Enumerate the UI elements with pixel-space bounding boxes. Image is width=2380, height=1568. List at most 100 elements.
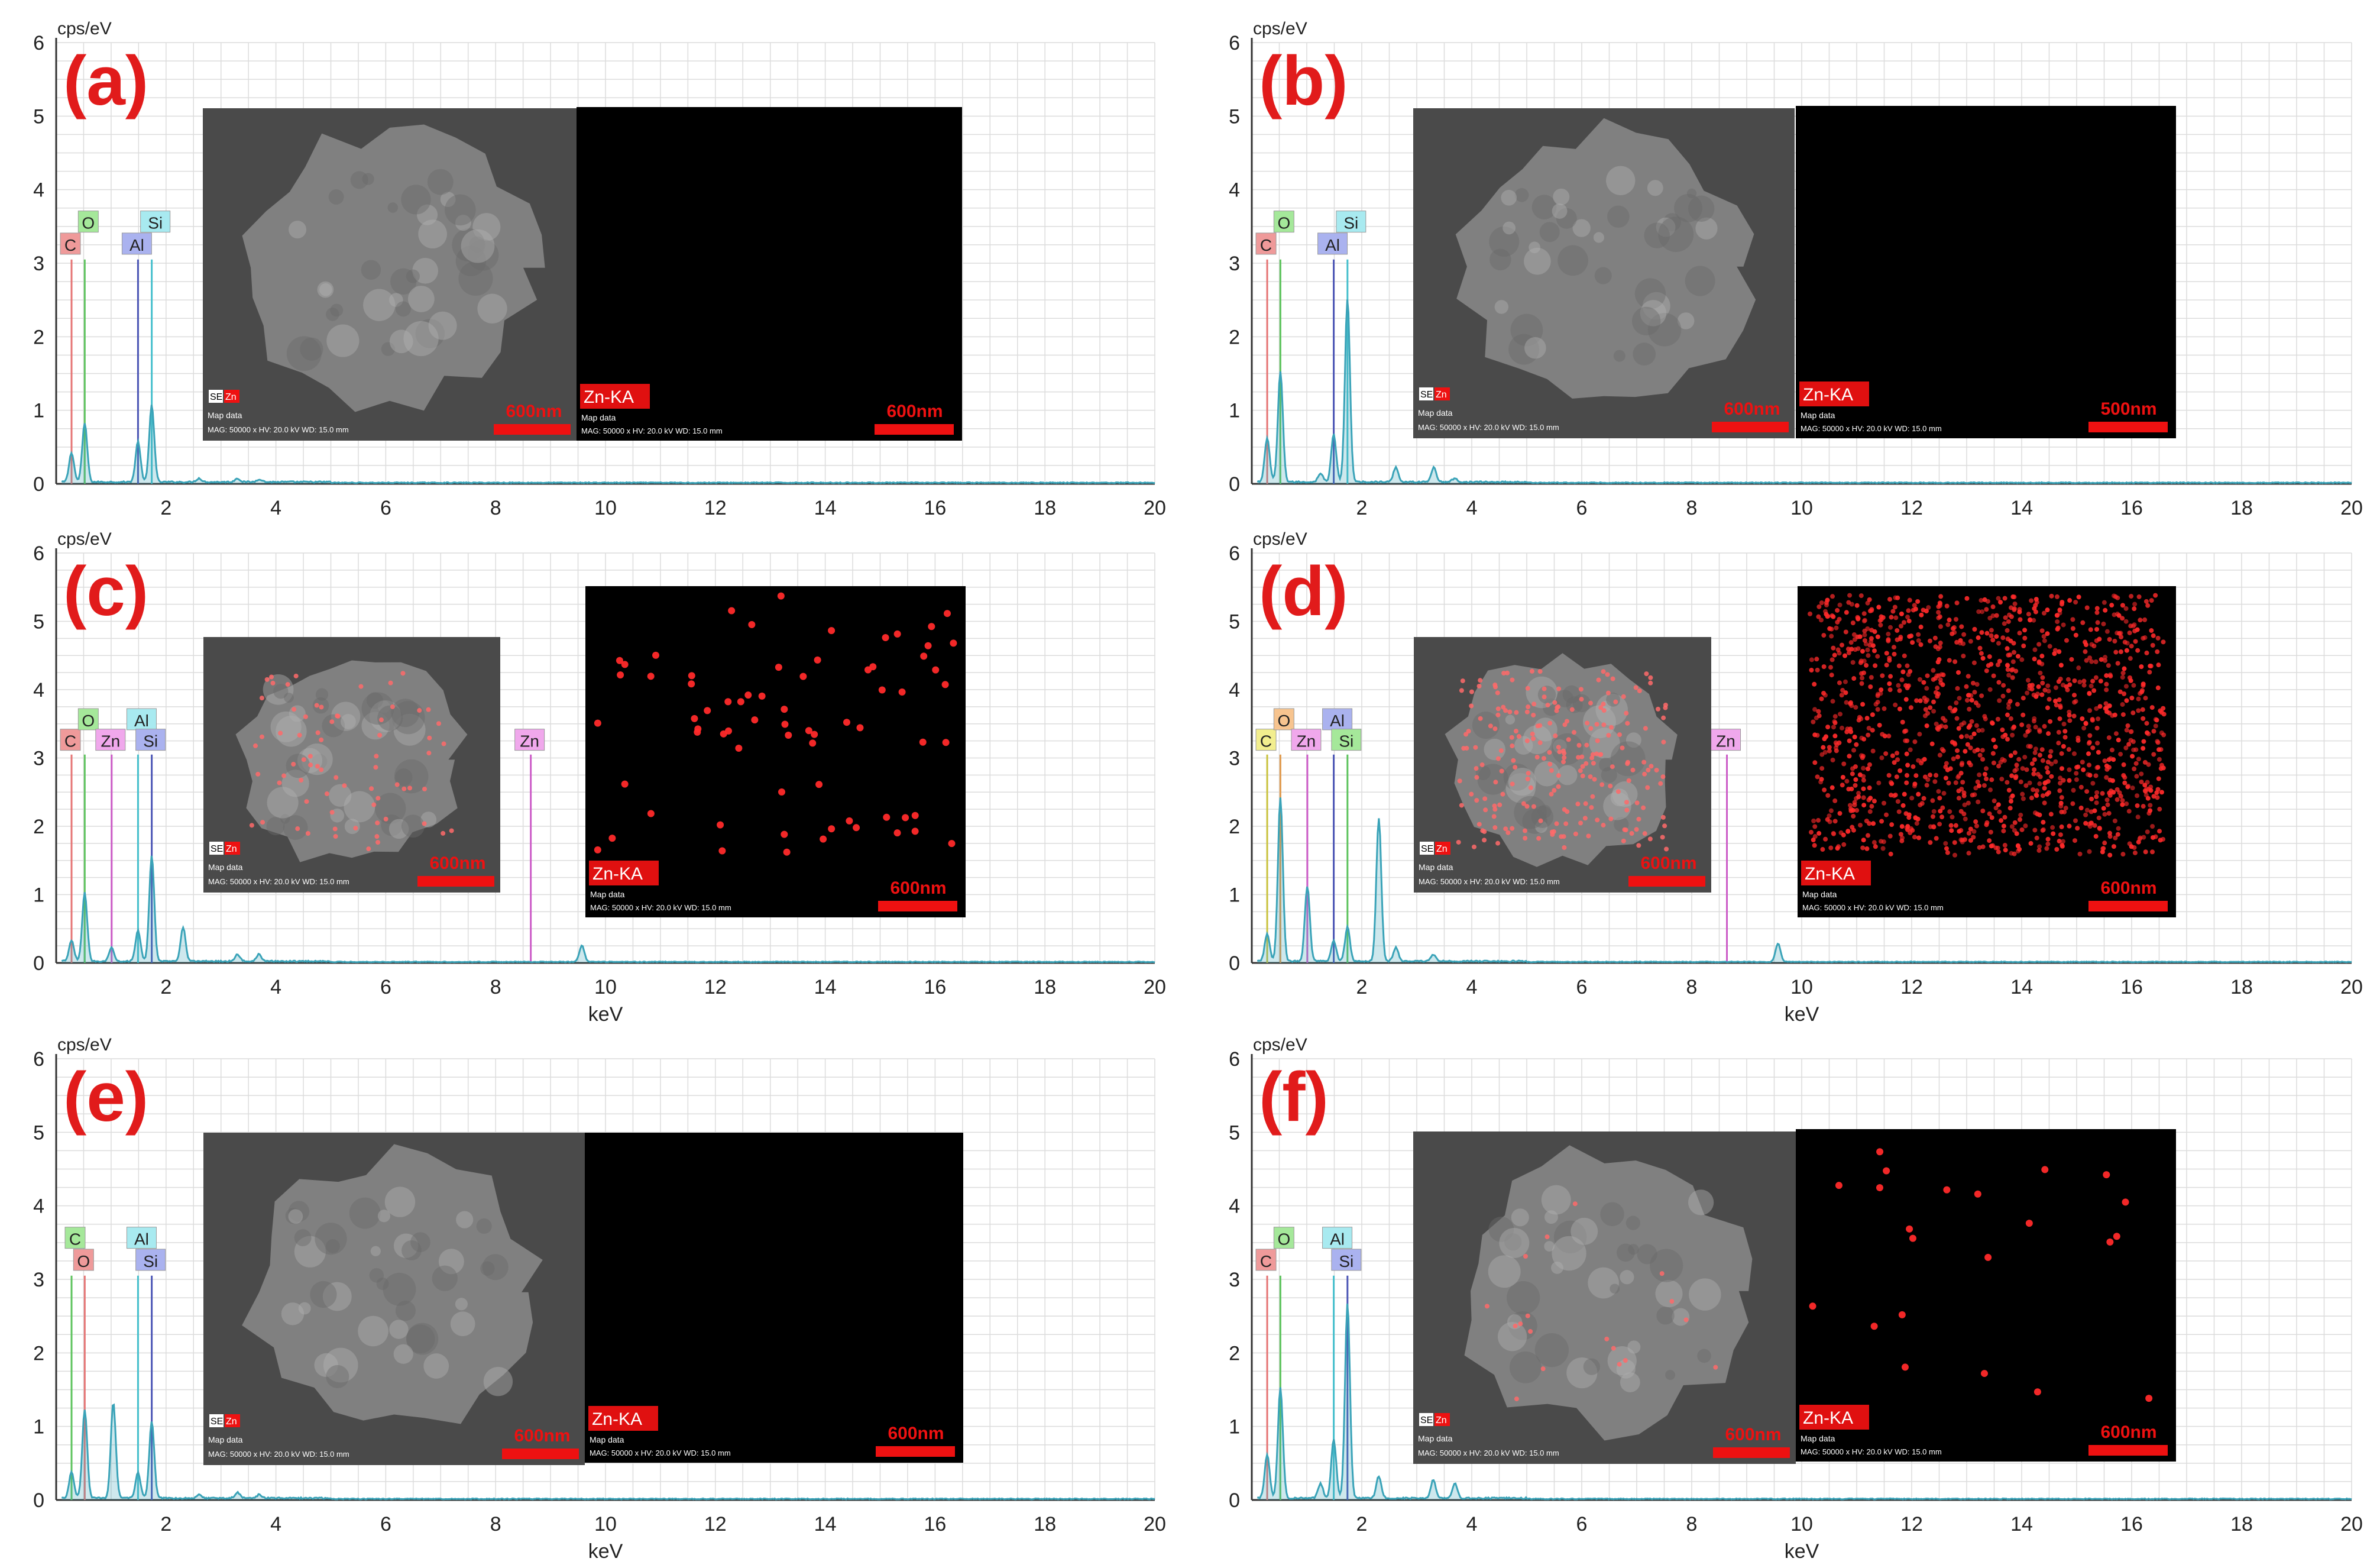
zn-dot (2115, 661, 2120, 666)
sem-scale-bar (1713, 1447, 1790, 1458)
element-tag-label: C (64, 236, 76, 254)
zn-dot (2057, 610, 2062, 616)
y-tick-label: 6 (1229, 542, 1240, 565)
sem-zn-dot (422, 786, 428, 791)
particle-texture (288, 1209, 303, 1224)
sem-scale-bar (502, 1449, 579, 1459)
zn-dot (1924, 686, 1929, 691)
element-tag-si: Si (1331, 1249, 1362, 1271)
sem-zn-dot (358, 684, 364, 689)
sem-zn-dot (319, 737, 324, 742)
zn-dot (1903, 683, 1909, 688)
particle-texture (288, 1201, 310, 1222)
sem-zn-dot (1463, 732, 1469, 737)
map-scale-bar (876, 1446, 955, 1457)
zn-dot (1956, 670, 1961, 675)
zn-dot (2003, 615, 2008, 620)
zn-dot (1908, 705, 1913, 710)
sem-zn-dot (375, 796, 381, 801)
zn-dot (2108, 674, 2113, 679)
zn-dot (1867, 597, 1872, 602)
particle-texture (1552, 203, 1568, 219)
zn-dot (1905, 738, 1910, 743)
sem-zn-dot (1647, 836, 1653, 842)
zn-dot (2139, 779, 2144, 784)
particle-texture (1506, 1281, 1540, 1315)
particle-texture (1526, 676, 1558, 709)
sem-zn-dot (1566, 737, 1571, 742)
zn-dot (2008, 753, 2013, 758)
particle-texture (350, 171, 368, 189)
y-tick-label: 3 (33, 748, 44, 770)
zn-dot (2059, 809, 2064, 814)
zn-dot (1922, 756, 1927, 762)
particle-texture (341, 713, 356, 729)
zn-dot (1866, 653, 1871, 658)
zn-dot (1990, 843, 1996, 848)
element-tag-al: Al (1317, 232, 1348, 255)
zn-dot (2064, 638, 2069, 643)
zn-dot (694, 725, 702, 733)
zn-dot (2044, 765, 2049, 771)
zn-dot (2155, 649, 2160, 654)
zn-dot (2020, 712, 2026, 717)
zn-dot (2159, 730, 2164, 736)
particle-texture (381, 342, 396, 356)
sem-zn-dot (1623, 1357, 1628, 1363)
zn-dot (1996, 596, 2001, 601)
zn-dot (1968, 639, 1973, 644)
zn-dot (2104, 767, 2110, 772)
zn-dot (1961, 641, 1966, 646)
zn-dot (775, 664, 782, 671)
particle-texture (1631, 306, 1661, 336)
zn-dot (1918, 698, 1923, 703)
zn-dot (1865, 766, 1870, 771)
map-scale-label: 600nm (888, 1424, 944, 1443)
zn-dot (2045, 759, 2051, 765)
zn-dot (2006, 673, 2012, 678)
sem-zn-dot (394, 782, 400, 787)
zn-dot (1870, 748, 1876, 754)
zn-dot (1835, 619, 1840, 625)
sem-zn-dot (1580, 764, 1585, 769)
zn-dot (1871, 648, 1877, 654)
zn-dot (1837, 740, 1842, 745)
zn-dot (1984, 820, 1990, 825)
zn-dot (1876, 1148, 1884, 1156)
zn-dot (2097, 636, 2102, 642)
zn-dot (1993, 744, 1998, 749)
zn-dot (1958, 771, 1964, 776)
zn-dot (1898, 832, 1903, 837)
se-badge: SE (1420, 1415, 1433, 1425)
y-tick-label: 2 (1229, 326, 1240, 348)
sem-zn-dot (1594, 751, 1599, 756)
zn-dot (2123, 745, 2129, 751)
zn-dot (1887, 833, 1893, 839)
sem-zn-dot (1561, 834, 1566, 839)
zn-dot (2128, 738, 2133, 743)
sem-zn-dot (1588, 700, 1593, 706)
zn-dot (1937, 614, 1942, 619)
particle-texture (440, 192, 456, 208)
zn-dot (2013, 775, 2018, 780)
particle-texture (1610, 788, 1628, 807)
zn-dot (2056, 679, 2061, 684)
zn-dot (1939, 672, 1944, 677)
sem-zn-dot (1492, 803, 1497, 809)
zn-dot (2010, 732, 2015, 738)
x-tick-label: 6 (1576, 976, 1588, 998)
x-tick-label: 14 (814, 976, 837, 998)
zn-dot (1834, 625, 1839, 631)
element-tag-label: C (69, 1230, 81, 1249)
zn-dot (1964, 697, 1970, 703)
particle-texture (1566, 1357, 1598, 1389)
sem-zn-dot (1495, 840, 1501, 846)
zn-dot (2067, 713, 2072, 718)
zn-dot (2122, 639, 2128, 645)
zn-dot (2104, 775, 2109, 780)
particle-texture (267, 787, 299, 819)
zn-dot (1972, 748, 1977, 754)
zn-dot (2136, 696, 2141, 701)
zn-dot (2115, 612, 2120, 617)
zn-dot (1898, 1311, 1906, 1318)
